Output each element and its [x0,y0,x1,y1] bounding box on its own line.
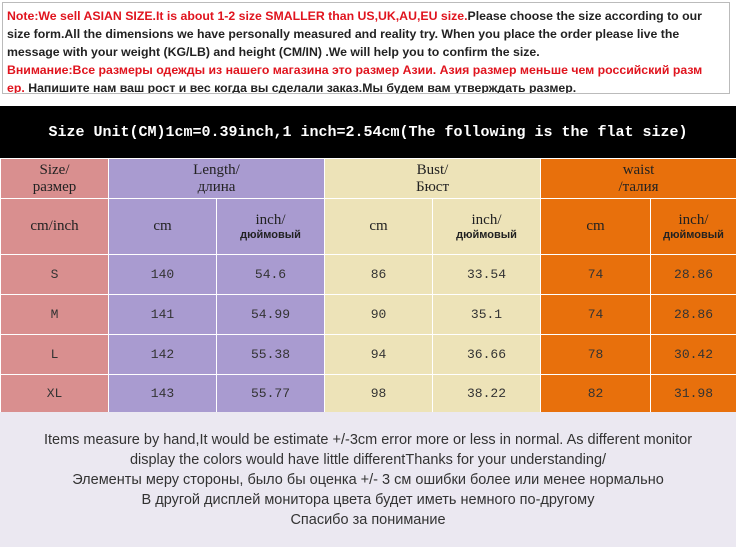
note-text: Note:We sell ASIAN SIZE.It is about 1-2 … [7,9,468,23]
footer-line: Элементы меру стороны, было бы оценка +/… [72,472,664,488]
note-text: Напишите нам ваш рост и вес когда вы сде… [24,81,577,94]
size-cell: 28.86 [650,254,736,295]
size-cell: 55.38 [216,334,325,375]
note-line: size form.All the dimensions we have per… [7,25,729,43]
note-text: message with your weight (KG/LB) and hei… [7,45,540,59]
header-text: длина [197,178,236,195]
subheader-row: cm/inch cm inch/дюймовый cm inch/дюймовый cm i… [0,198,736,255]
size-cell: 140 [108,254,217,295]
header-cell: Bust/Бюст [323,158,542,199]
size-row: M 141 54.99 90 35.1 74 28.86 [0,294,736,335]
subheader-cell: cm [540,198,652,255]
size-cell: 98 [324,374,433,413]
header-cell: Length/длина [108,158,325,199]
size-cell: 33.54 [431,254,542,295]
size-cell: 38.22 [431,374,542,413]
size-cell: XL [0,374,109,413]
subheader-cell: inch/дюймовый [431,198,542,255]
note-text: ер. [7,81,25,94]
size-cell: 86 [324,254,433,295]
footer-line: Спасибо за понимание [290,512,446,528]
subheader-text: дюймовый [663,229,724,241]
size-cell: 82 [540,374,652,413]
size-cell: 141 [108,294,217,335]
subheader-text: inch/ [471,212,502,228]
subheader-cell: inch/дюймовый [650,198,736,255]
subheader-cell: cm/inch [0,198,109,255]
note-text: Внимание:Все размеры одежды из нашего ма… [7,63,703,77]
note-text: size form.All the dimensions we have per… [7,27,680,41]
size-cell: 31.98 [650,374,736,413]
size-cell: 35.1 [431,294,542,335]
size-cell: 30.42 [650,334,736,375]
size-cell: 90 [324,294,433,335]
subheader-text: inch/ [678,212,709,228]
subheader-text: cm [153,218,172,234]
size-cell: 36.66 [431,334,542,375]
header-text: waist [622,161,655,178]
header-text: Бюст [415,178,450,195]
unit-banner: Size Unit(CM)1cm=0.39inch,1 inch=2.54cm(… [0,106,736,158]
size-cell: S [0,254,109,295]
size-cell: 94 [324,334,433,375]
subheader-text: cm [369,218,388,234]
note-line: Внимание:Все размеры одежды из нашего ма… [7,61,729,79]
note-line: message with your weight (KG/LB) and hei… [7,43,729,61]
size-cell: 54.6 [216,254,325,295]
note-box: Note:We sell ASIAN SIZE.It is about 1-2 … [2,2,730,94]
size-cell: L [0,334,109,375]
footer-line: В другой дисплей монитора цвета будет им… [141,492,595,508]
header-text: Length/ [193,161,240,178]
subheader-cell: cm [324,198,433,255]
size-cell: 78 [540,334,652,375]
size-cell: 143 [108,374,217,413]
size-table: Size/размер Length/длина Bust/Бюст waist/та… [0,158,736,413]
subheader-cell: inch/дюймовый [216,198,325,255]
header-text: /талия [618,178,659,195]
note-text: Please choose the size according to our [467,9,702,23]
note-line: Note:We sell ASIAN SIZE.It is about 1-2 … [7,7,729,25]
subheader-text: inch/ [255,212,286,228]
size-cell: M [0,294,109,335]
header-text: Size/ [39,161,70,178]
subheader-text: cm/inch [30,218,79,234]
header-text: Bust/ [416,161,449,178]
header-row: Size/размер Length/длина Bust/Бюст waist/та… [0,158,736,199]
size-cell: 54.99 [216,294,325,335]
note-line: ер. Напишите нам ваш рост и вес когда вы… [7,79,729,94]
header-text: размер [32,178,77,195]
size-row: S 140 54.6 86 33.54 74 28.86 [0,254,736,295]
footer-note: Items measure by hand,It would be estima… [0,412,736,547]
size-cell: 55.77 [216,374,325,413]
subheader-text: дюймовый [456,229,517,241]
footer-line: display the colors would have little dif… [129,452,607,468]
subheader-cell: cm [108,198,217,255]
subheader-text: дюймовый [240,229,301,241]
size-row: L 142 55.38 94 36.66 78 30.42 [0,334,736,375]
size-cell: 142 [108,334,217,375]
footer-line: Items measure by hand,It would be estima… [43,432,693,448]
size-cell: 28.86 [650,294,736,335]
size-cell: 74 [540,294,652,335]
subheader-text: cm [586,218,605,234]
header-cell: Size/размер [0,158,109,199]
size-row: XL 143 55.77 98 38.22 82 31.98 [0,374,736,413]
size-cell: 74 [540,254,652,295]
header-cell: waist/талия [540,158,736,199]
